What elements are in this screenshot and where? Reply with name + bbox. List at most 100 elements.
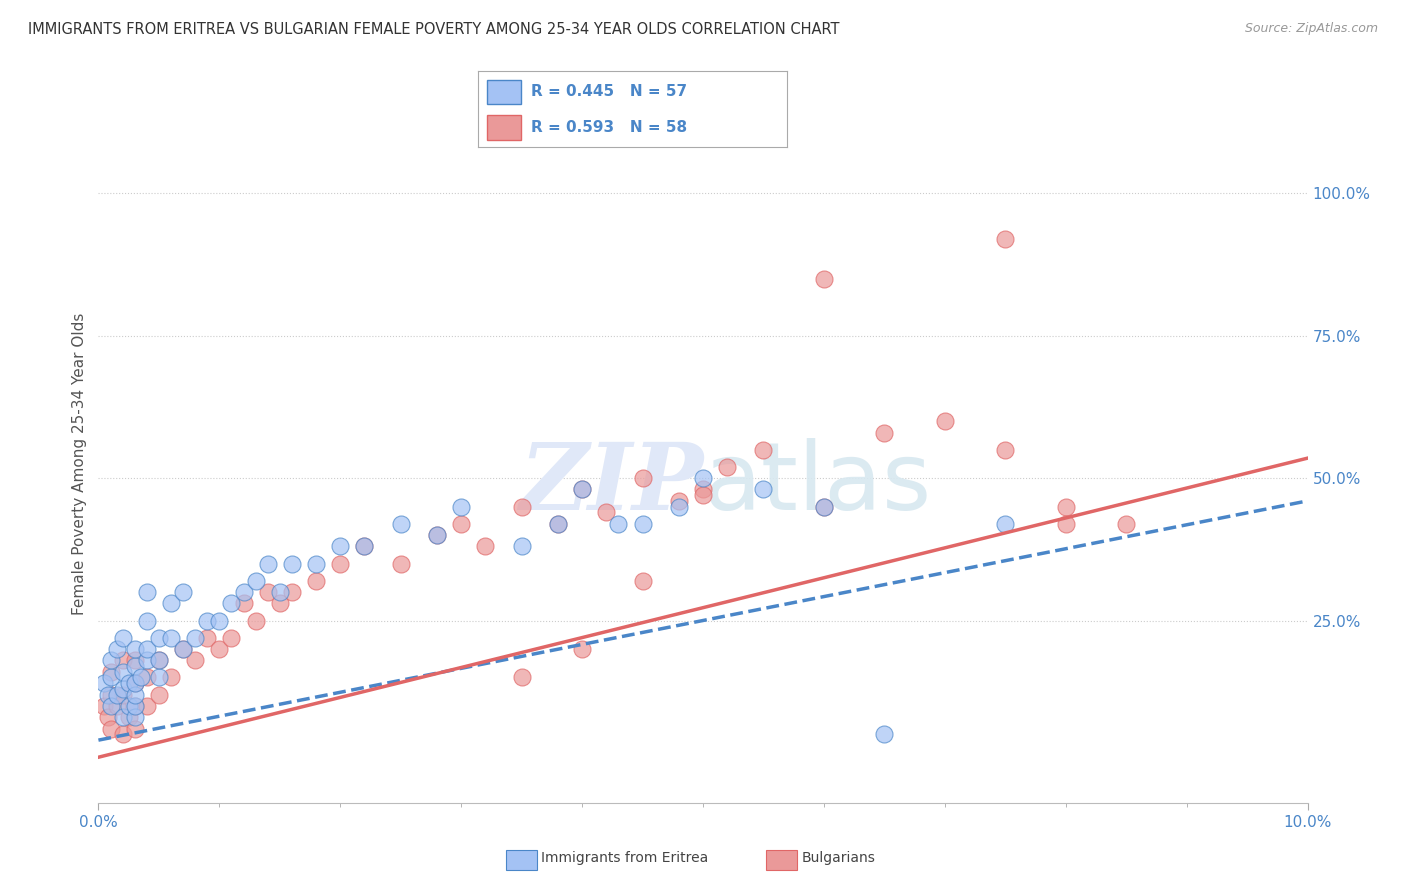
Point [1054, 516, 1077, 531]
Y-axis label: Female Poverty Among 25-34 Year Olds: Female Poverty Among 25-34 Year Olds [72, 313, 87, 615]
Point [631, 516, 654, 531]
Point [172, 642, 194, 657]
Point [148, 631, 170, 645]
Point [97, 688, 120, 702]
Point [172, 642, 194, 657]
Point [1115, 516, 1137, 531]
Point [571, 642, 593, 657]
Point [111, 631, 134, 645]
Point [124, 642, 146, 657]
Point [631, 471, 654, 485]
Text: Bulgarians: Bulgarians [801, 851, 876, 865]
Point [124, 676, 146, 690]
Point [100, 653, 122, 667]
Point [160, 596, 183, 610]
Point [269, 585, 291, 599]
Point [195, 614, 218, 628]
Point [111, 727, 134, 741]
Point [97, 710, 120, 724]
Point [124, 653, 146, 667]
Point [281, 585, 304, 599]
Point [221, 596, 243, 610]
Point [118, 698, 141, 713]
Point [124, 698, 146, 713]
Point [148, 653, 170, 667]
Point [752, 442, 775, 457]
Text: ZIP: ZIP [519, 439, 703, 529]
Point [184, 631, 207, 645]
Point [450, 516, 472, 531]
Point [547, 516, 569, 531]
Point [124, 698, 146, 713]
Point [111, 653, 134, 667]
Point [510, 500, 533, 514]
Point [124, 710, 146, 724]
Point [692, 471, 714, 485]
Point [873, 727, 896, 741]
Point [873, 425, 896, 440]
Point [934, 414, 956, 428]
Point [160, 631, 183, 645]
Point [135, 698, 157, 713]
Point [135, 585, 157, 599]
Point [510, 670, 533, 684]
Point [208, 614, 231, 628]
Text: IMMIGRANTS FROM ERITREA VS BULGARIAN FEMALE POVERTY AMONG 25-34 YEAR OLDS CORREL: IMMIGRANTS FROM ERITREA VS BULGARIAN FEM… [28, 22, 839, 37]
Point [195, 631, 218, 645]
Point [105, 642, 128, 657]
Point [547, 516, 569, 531]
Point [135, 642, 157, 657]
Point [111, 688, 134, 702]
Text: Immigrants from Eritrea: Immigrants from Eritrea [541, 851, 709, 865]
Point [281, 557, 304, 571]
Point [100, 670, 122, 684]
Point [148, 653, 170, 667]
Point [994, 442, 1017, 457]
Point [245, 614, 267, 628]
Point [232, 585, 254, 599]
Point [232, 596, 254, 610]
Point [172, 585, 194, 599]
Text: R = 0.445   N = 57: R = 0.445 N = 57 [530, 85, 686, 99]
Text: atlas: atlas [703, 438, 931, 530]
Point [118, 710, 141, 724]
Point [124, 659, 146, 673]
Point [269, 596, 291, 610]
Point [389, 557, 412, 571]
Point [305, 574, 328, 588]
Point [124, 722, 146, 736]
Point [100, 698, 122, 713]
Point [245, 574, 267, 588]
Point [135, 670, 157, 684]
Point [148, 688, 170, 702]
Point [100, 688, 122, 702]
Point [105, 688, 128, 702]
Point [256, 557, 278, 571]
Point [631, 574, 654, 588]
Point [474, 540, 496, 554]
Point [607, 516, 630, 531]
Point [389, 516, 412, 531]
Point [813, 500, 835, 514]
Point [426, 528, 449, 542]
Point [160, 670, 183, 684]
Point [111, 710, 134, 724]
Point [329, 557, 352, 571]
Point [668, 494, 690, 508]
Point [450, 500, 472, 514]
Point [571, 483, 593, 497]
Point [100, 665, 122, 679]
Point [716, 459, 738, 474]
Point [813, 271, 835, 285]
Point [571, 483, 593, 497]
Point [994, 232, 1017, 246]
Point [135, 614, 157, 628]
Point [510, 540, 533, 554]
Point [135, 653, 157, 667]
Point [813, 500, 835, 514]
Point [692, 483, 714, 497]
Point [256, 585, 278, 599]
Point [426, 528, 449, 542]
Point [111, 681, 134, 696]
Point [148, 670, 170, 684]
